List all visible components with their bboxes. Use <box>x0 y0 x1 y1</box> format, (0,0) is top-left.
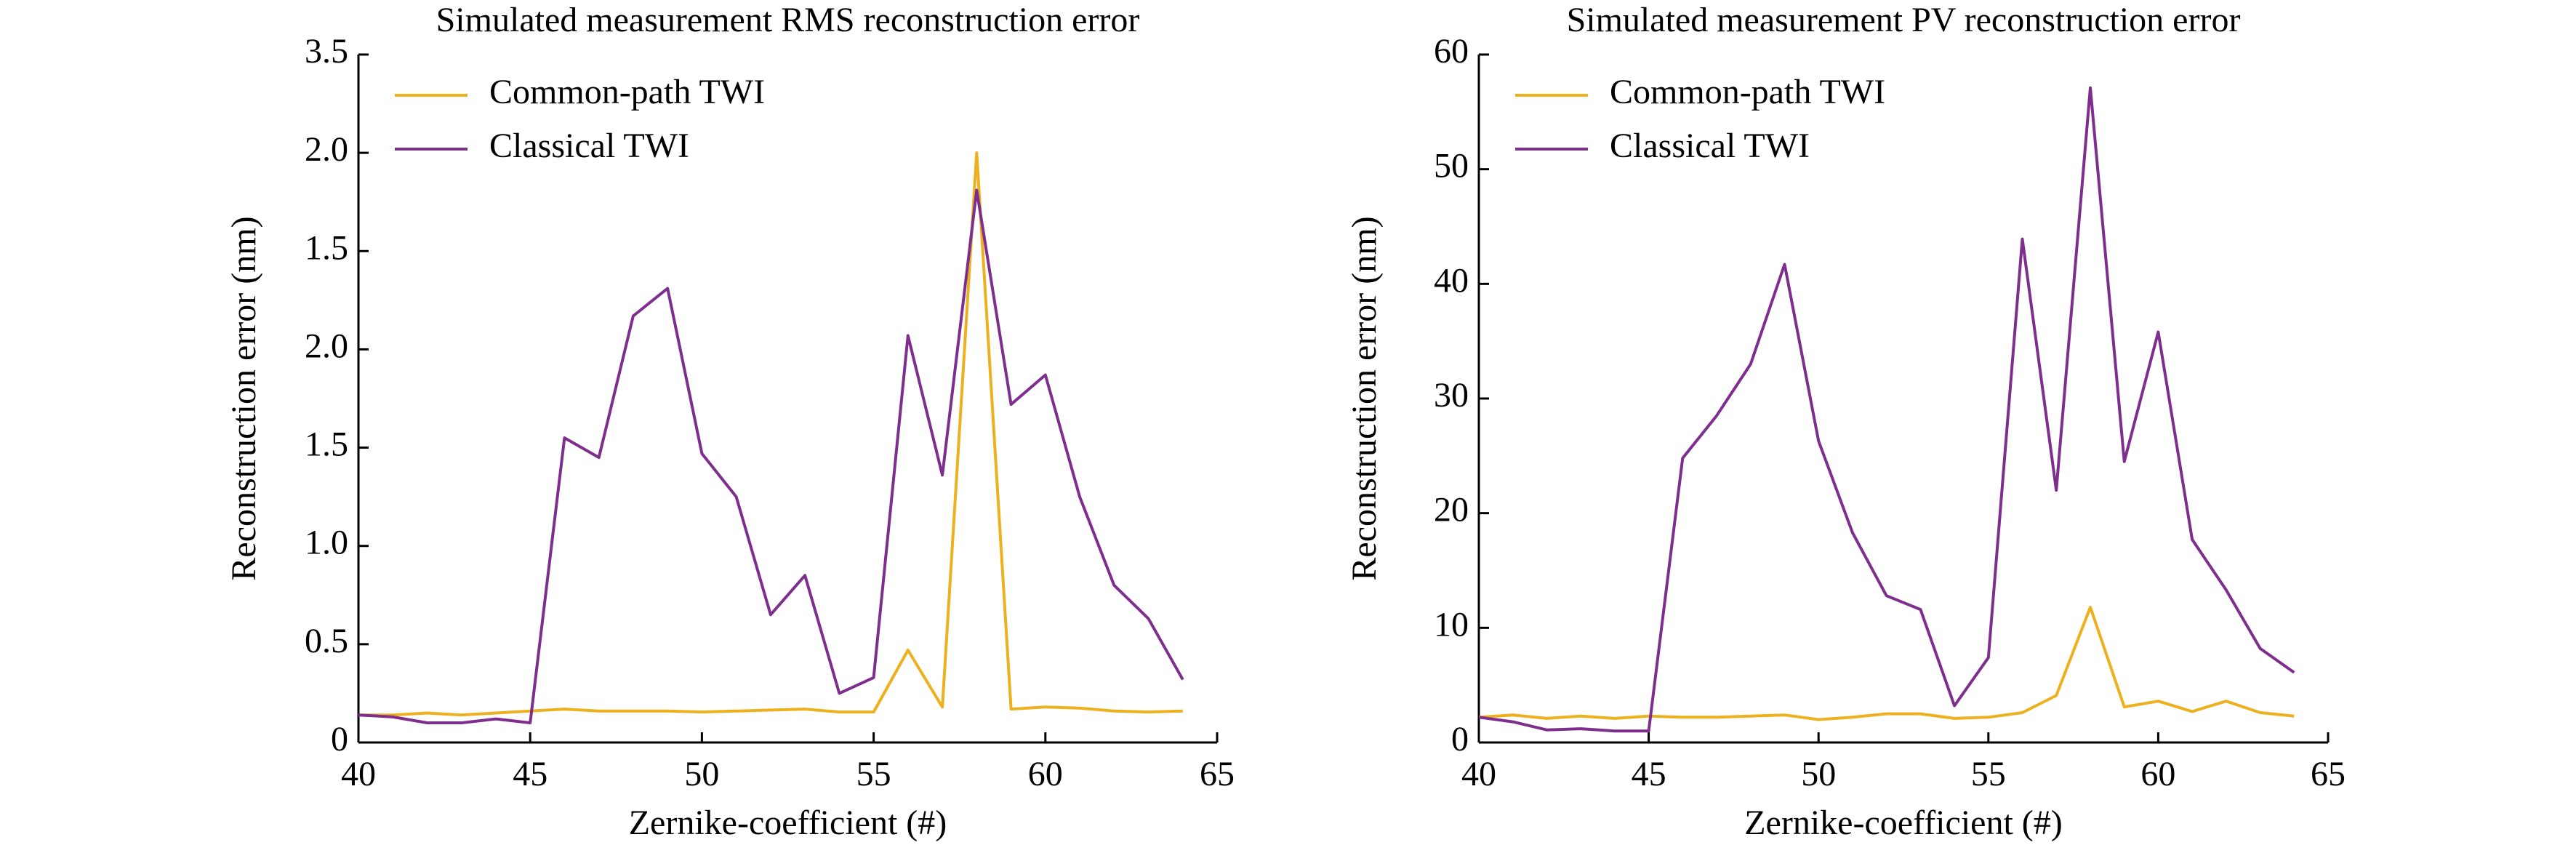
data-line <box>358 188 1184 724</box>
data-line <box>1478 606 2295 721</box>
y-tick-label: 50 <box>1434 147 1469 185</box>
x-tick-label: 45 <box>1632 755 1666 793</box>
y-tick-label: 1.5 <box>305 228 348 267</box>
y-tick-label: 40 <box>1434 261 1469 300</box>
y-tick-label: 1.0 <box>305 524 348 562</box>
y-tick-label: 20 <box>1434 491 1469 529</box>
x-tick-label: 55 <box>856 755 891 793</box>
y-axis-label: Reconstruction error (nm) <box>225 216 263 580</box>
chart-panel: Simulated measurement RMS reconstruction… <box>225 1 1235 842</box>
y-tick-label: 60 <box>1434 32 1469 71</box>
x-tick-label: 60 <box>1028 755 1063 793</box>
x-tick-label: 40 <box>341 755 376 793</box>
x-tick-label: 65 <box>1200 755 1235 793</box>
x-tick-label: 60 <box>2140 755 2175 793</box>
data-line <box>1478 86 2295 733</box>
x-tick-label: 50 <box>684 755 719 793</box>
x-tick-label: 40 <box>1461 755 1496 793</box>
y-tick-label: 0 <box>331 720 348 758</box>
legend-label: Classical TWI <box>1610 127 1810 165</box>
y-tick-label: 2.0 <box>305 130 348 169</box>
legend-label: Common-path TWI <box>1610 73 1885 111</box>
x-axis-label: Zernike-coefficient (#) <box>1744 804 2063 842</box>
y-tick-label: 10 <box>1434 605 1469 644</box>
y-tick-label: 0.5 <box>305 622 348 660</box>
y-tick-label: 3.5 <box>305 32 348 71</box>
legend-label: Common-path TWI <box>489 73 765 111</box>
y-tick-label: 30 <box>1434 376 1469 415</box>
y-axis-label: Reconstruction error (nm) <box>1345 216 1384 580</box>
x-tick-label: 55 <box>1971 755 2006 793</box>
y-tick-label: 2.0 <box>305 327 348 365</box>
data-line <box>358 151 1183 717</box>
x-tick-label: 50 <box>1801 755 1836 793</box>
legend-label: Classical TWI <box>489 127 689 165</box>
chart-title: Simulated measurement PV reconstruction … <box>1567 1 2241 39</box>
chart-title: Simulated measurement RMS reconstruction… <box>436 1 1140 39</box>
chart-panel: Simulated measurement PV reconstruction … <box>1345 1 2346 842</box>
y-tick-label: 1.5 <box>305 425 348 464</box>
x-axis-label: Zernike-coefficient (#) <box>629 804 947 842</box>
x-tick-label: 45 <box>513 755 547 793</box>
y-tick-label: 0 <box>1451 720 1469 758</box>
x-tick-label: 65 <box>2311 755 2346 793</box>
